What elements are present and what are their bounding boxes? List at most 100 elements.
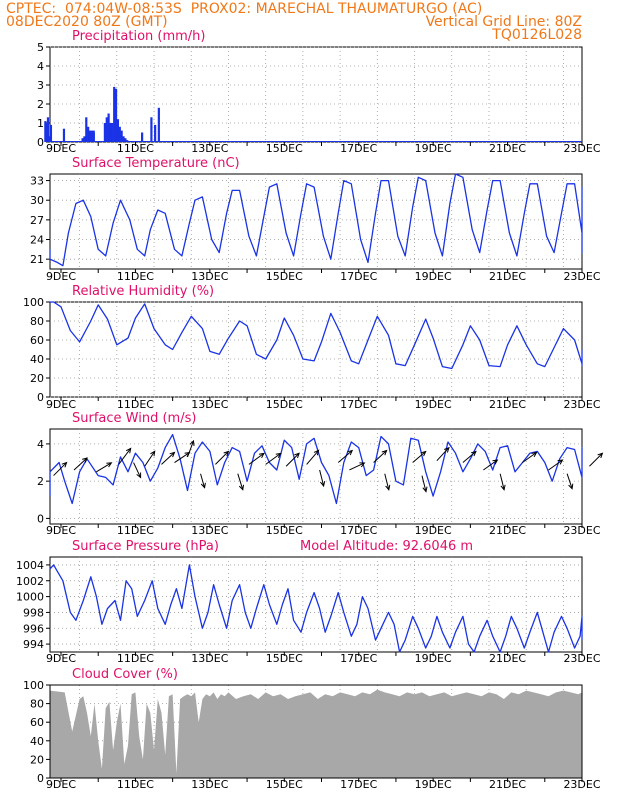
temp-series-line [49, 173, 583, 267]
wind-arrow-head [500, 484, 506, 491]
wind-arrow [306, 450, 319, 465]
precip-bar [107, 113, 110, 142]
wind-xtick-label: 9DEC [46, 524, 76, 537]
wind-arrow-head [275, 452, 282, 459]
wind-arrow-head [422, 486, 428, 493]
wind-xtick-label: 23DEC [563, 524, 600, 537]
wind-arrow-head [82, 457, 88, 463]
pressure-ytick-label: 996 [23, 622, 44, 635]
wind-arrow-head [136, 472, 142, 479]
cloud-frame-top [49, 684, 583, 779]
precip-ytick-label: 0 [37, 136, 44, 149]
precip-xtick-label: 17DEC [340, 142, 377, 155]
wind-xtick-label: 19DEC [415, 524, 452, 537]
precip-title: Precipitation (mm/h) [72, 29, 205, 44]
precip-bar [81, 138, 84, 142]
precip-ytick-label: 1 [37, 117, 44, 130]
pressure-ytick-label: 1002 [16, 575, 44, 588]
pressure-xtick-label: 21DEC [489, 652, 526, 665]
rh-frame [49, 301, 583, 398]
wind-arrow [265, 452, 281, 465]
rh-ytick-label: 100 [23, 296, 44, 309]
rh-title: Relative Humidity (%) [72, 284, 214, 299]
precip-bar [154, 124, 157, 142]
cloud-xtick-label: 15DEC [266, 778, 303, 791]
wind-arrow [133, 462, 142, 478]
precip-ytick-label: 5 [37, 41, 44, 54]
wind-arrow [436, 447, 450, 462]
wind-arrow-head [385, 484, 391, 491]
wind-arrow-head [189, 439, 195, 446]
precip-bar [109, 123, 112, 142]
precip-bar [44, 121, 47, 142]
precip-bar [150, 117, 153, 142]
temp-ytick-label: 24 [30, 234, 44, 247]
wind-arrow [285, 452, 300, 467]
precip-bar [88, 130, 92, 142]
wind-arrow-head [200, 482, 206, 489]
precip-bar [45, 123, 48, 142]
precip-xtick-label: 13DEC [191, 142, 228, 155]
temp-xtick-label: 17DEC [340, 270, 377, 283]
rh-xtick-label: 13DEC [191, 398, 228, 411]
wind-arrow [373, 450, 387, 463]
cloud-ytick-label: 20 [30, 753, 44, 766]
precip-bar [47, 136, 51, 142]
rh-xtick-label: 11DEC [117, 398, 154, 411]
precip-bar [62, 128, 66, 142]
temp-xtick-label: 19DEC [415, 270, 452, 283]
wind-arrow [161, 452, 175, 465]
wind-arrow-head [258, 452, 265, 459]
wind-arrow-head [420, 450, 427, 457]
temp-xtick-label: 21DEC [489, 270, 526, 283]
wind-arrow-head [531, 451, 538, 458]
temp-xtick-label: 11DEC [117, 270, 154, 283]
wind-arrow-head [470, 450, 477, 457]
wind-ytick-label: 4 [37, 438, 44, 451]
rh-xtick-label: 15DEC [266, 398, 303, 411]
precip-bar [103, 123, 106, 142]
precip-xtick-label: 19DEC [415, 142, 452, 155]
precip-bar [116, 119, 120, 142]
header-line2-right: Vertical Grid Line: 80Z [425, 14, 582, 30]
wind-arrow [337, 450, 353, 463]
rh-xtick-label: 23DEC [563, 398, 600, 411]
wind-arrow [174, 452, 190, 463]
cloud-ytick-label: 80 [30, 698, 44, 711]
wind-title: Surface Wind (m/s) [72, 411, 196, 426]
wind-arrow-head [557, 459, 564, 465]
wind-arrow [73, 457, 88, 471]
wind-arrow-head [313, 449, 320, 456]
precip-ytick-label: 3 [37, 79, 44, 92]
pressure-subtitle: Model Altitude: 92.6046 m [300, 539, 473, 554]
rh-xtick-label: 17DEC [340, 398, 377, 411]
wind-arrow [462, 451, 477, 463]
precip-bar [122, 136, 125, 142]
wind-ytick-label: 2 [37, 475, 44, 488]
precip-xtick-label: 23DEC [563, 142, 600, 155]
precip-bar [105, 117, 108, 142]
precip-bar [157, 107, 160, 142]
pressure-xtick-label: 13DEC [191, 652, 228, 665]
wind-arrow [384, 473, 390, 490]
precip-bar [92, 130, 95, 142]
cloud-xtick-label: 19DEC [415, 778, 452, 791]
wind-arrow [237, 473, 244, 490]
wind-arrow-head [169, 451, 176, 458]
wind-arrow [421, 475, 427, 492]
cloud-xtick-label: 9DEC [46, 778, 76, 791]
precip-bar [120, 130, 123, 142]
rh-ytick-label: 0 [37, 391, 44, 404]
wind-arrow [412, 451, 426, 463]
precip-frame [49, 46, 583, 143]
cloud-xtick-label: 17DEC [340, 778, 377, 791]
pressure-ytick-label: 998 [23, 606, 44, 619]
wind-arrow [589, 452, 603, 467]
precip-xtick-label: 9DEC [46, 142, 76, 155]
precip-ytick-label: 4 [37, 60, 44, 73]
header-line3-right: TQ0126L028 [492, 27, 582, 43]
cloud-xtick-label: 13DEC [191, 778, 228, 791]
wind-arrow [96, 462, 112, 473]
wind-arrow-head [359, 462, 366, 468]
precip-bar [46, 117, 50, 142]
